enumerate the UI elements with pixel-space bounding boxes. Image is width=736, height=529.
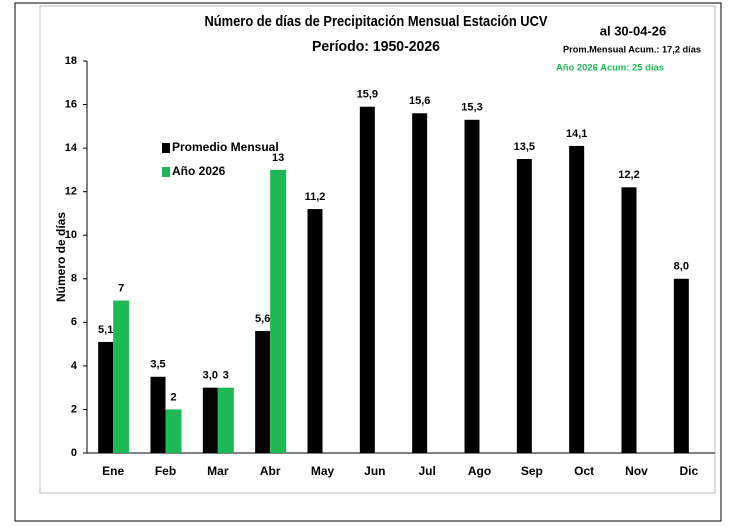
- bar: [150, 376, 166, 453]
- bar: [165, 409, 182, 453]
- y-tick-label: 2: [71, 403, 77, 415]
- data-label: 5,6: [255, 313, 270, 325]
- data-label: 2: [170, 391, 176, 403]
- legend-swatch: [162, 143, 170, 153]
- x-tick-label: Ago: [468, 464, 491, 478]
- x-tick-label: Sep: [521, 464, 543, 478]
- data-label: 7: [118, 282, 124, 294]
- bar: [113, 300, 130, 453]
- bar: [307, 209, 323, 453]
- x-tick-label: Mar: [207, 464, 229, 478]
- bar: [270, 169, 287, 453]
- y-tick-label: 6: [71, 316, 77, 328]
- x-tick-label: Abr: [260, 464, 281, 478]
- x-tick-label: Jul: [418, 464, 435, 478]
- chart-subtitle: Período: 1950-2026: [312, 38, 440, 55]
- data-label: 15,6: [409, 95, 430, 107]
- bar: [569, 145, 585, 453]
- x-tick-label: Dic: [679, 464, 698, 478]
- chart-title: Número de días de Precipitación Mensual …: [205, 13, 548, 30]
- bar: [255, 331, 271, 453]
- y-tick-label: 16: [65, 98, 77, 110]
- bar: [621, 187, 637, 454]
- x-tick-label: May: [311, 464, 335, 478]
- data-label: 3,5: [150, 359, 165, 371]
- bar: [464, 119, 480, 454]
- y-tick-label: 18: [65, 55, 77, 67]
- data-label: 15,9: [357, 89, 378, 101]
- data-label: 13,5: [514, 141, 535, 153]
- annotation: al 30-04-26: [600, 23, 667, 38]
- data-label: 8,0: [674, 261, 689, 273]
- y-tick-label: 8: [71, 273, 77, 285]
- x-tick-label: Feb: [155, 464, 176, 478]
- x-tick-label: Ene: [102, 464, 124, 478]
- annotation: Prom.Mensual Acum.: 17,2 días: [563, 44, 701, 54]
- y-tick-label: 14: [65, 142, 78, 154]
- legend-label: Promedio Mensual: [172, 140, 279, 154]
- x-tick-label: Nov: [625, 464, 648, 478]
- annotation: Año 2026 Acum: 25 días: [556, 62, 664, 72]
- data-label: 15,3: [461, 102, 482, 114]
- data-label: 13: [272, 152, 284, 164]
- legend-label: Año 2026: [172, 164, 226, 178]
- bar: [202, 387, 218, 453]
- y-tick-label: 12: [65, 186, 77, 198]
- bar: [98, 341, 114, 453]
- bar: [516, 159, 532, 453]
- y-axis-label: Número de días: [54, 212, 68, 302]
- chart-frame: [39, 5, 716, 494]
- data-label: 3,0: [203, 370, 218, 382]
- data-label: 11,2: [305, 191, 326, 203]
- data-label: 14,1: [566, 128, 587, 140]
- bar: [217, 387, 234, 453]
- y-tick-label: 10: [65, 229, 77, 241]
- bar: [673, 278, 689, 453]
- legend-swatch: [162, 167, 170, 177]
- y-tick-label: 0: [71, 447, 77, 459]
- data-label: 12,2: [618, 169, 639, 181]
- x-tick-label: Jun: [364, 464, 385, 478]
- data-label: 3: [223, 370, 229, 382]
- bar: [359, 106, 375, 453]
- y-tick-label: 4: [71, 360, 78, 372]
- x-tick-label: Oct: [574, 464, 594, 478]
- bar: [412, 113, 428, 454]
- data-label: 5,1: [98, 324, 113, 336]
